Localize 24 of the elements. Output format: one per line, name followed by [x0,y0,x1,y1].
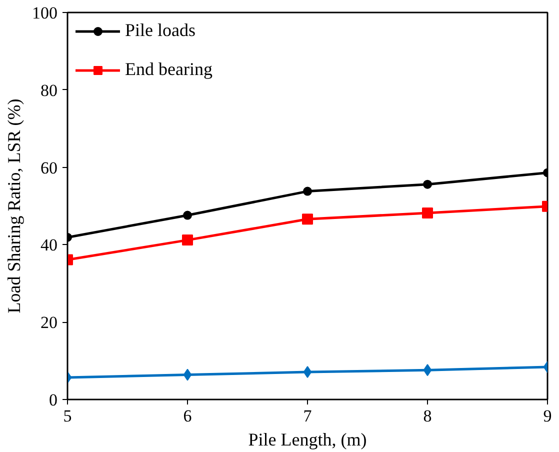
x-axis-title: Pile Length, (m) [248,430,367,450]
y-tick-label: 100 [32,4,58,22]
y-tick-label: 60 [40,158,58,178]
x-tick-label: 7 [303,406,312,426]
point [303,366,312,378]
point [423,364,432,376]
point [423,180,432,189]
point [302,214,313,225]
point [182,234,193,246]
y-axis-title: Load Sharing Ratio, LSR (%) [4,98,24,314]
point [183,368,192,381]
point [303,186,312,196]
legend-label: Pile loads [125,20,196,41]
x-tick-label: 9 [543,406,552,426]
y-tick-label: 0 [49,390,58,410]
y-tick-label: 20 [40,313,58,332]
y-tick-label: 40 [40,236,58,255]
x-tick-label: 6 [183,406,192,426]
point [422,207,433,218]
legend-label: End bearing [125,59,212,80]
x-tick-label: 5 [63,406,72,426]
x-tick-label: 8 [423,406,432,426]
y-tick-label: 80 [40,80,58,100]
point [183,210,192,220]
